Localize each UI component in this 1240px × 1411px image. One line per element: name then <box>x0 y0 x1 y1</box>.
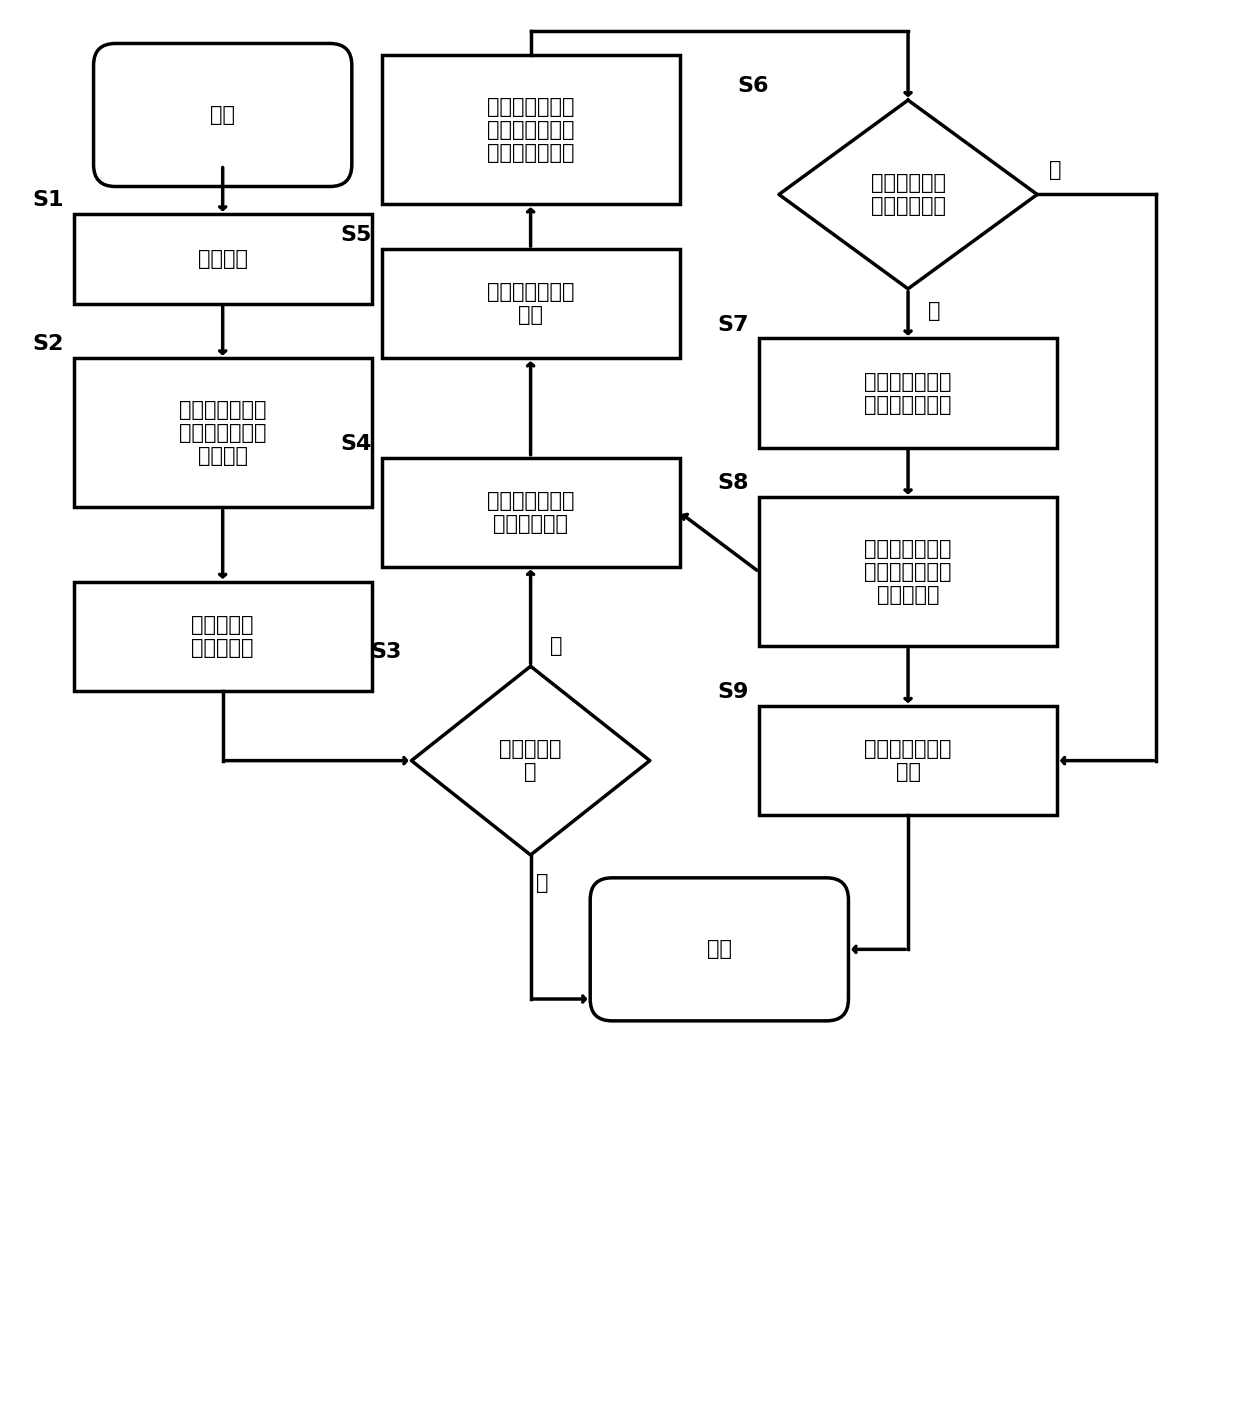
Text: S3: S3 <box>370 642 402 662</box>
Text: 达到平衡条
件: 达到平衡条 件 <box>500 739 562 782</box>
Text: 将线程缓存区的
节点更新到对应
的父节点中: 将线程缓存区的 节点更新到对应 的父节点中 <box>864 539 952 605</box>
FancyBboxPatch shape <box>93 44 352 186</box>
FancyBboxPatch shape <box>382 250 680 358</box>
Text: S6: S6 <box>738 76 769 96</box>
Text: 否: 否 <box>536 873 548 893</box>
FancyBboxPatch shape <box>759 498 1056 646</box>
Text: S7: S7 <box>718 315 749 334</box>
Text: 是: 是 <box>928 301 940 320</box>
Text: S4: S4 <box>340 433 372 454</box>
Text: 接收请求: 接收请求 <box>197 248 248 270</box>
Polygon shape <box>779 100 1037 289</box>
Text: 开始: 开始 <box>211 104 236 126</box>
Text: 结束: 结束 <box>707 940 732 959</box>
Text: S9: S9 <box>718 682 749 703</box>
FancyBboxPatch shape <box>590 878 848 1022</box>
Text: S5: S5 <box>340 226 372 246</box>
FancyBboxPatch shape <box>382 55 680 205</box>
FancyBboxPatch shape <box>382 457 680 567</box>
FancyBboxPatch shape <box>73 358 372 508</box>
Text: 单线程更新剩余
节点: 单线程更新剩余 节点 <box>864 739 952 782</box>
Text: 遍历子树的叶子
节点: 遍历子树的叶子 节点 <box>487 282 574 326</box>
Text: S2: S2 <box>32 334 63 354</box>
FancyBboxPatch shape <box>73 581 372 691</box>
FancyBboxPatch shape <box>73 214 372 303</box>
Text: S1: S1 <box>32 190 63 210</box>
Text: 定位叶子节点并
增加中间节点的
请求数目: 定位叶子节点并 增加中间节点的 请求数目 <box>179 399 267 466</box>
FancyBboxPatch shape <box>759 339 1056 447</box>
Text: 否: 否 <box>1049 159 1061 179</box>
Text: 需增删节点且
未到子树顶层: 需增删节点且 未到子树顶层 <box>870 174 946 216</box>
Text: 按照子树的请求
数目划分子树: 按照子树的请求 数目划分子树 <box>487 491 574 533</box>
FancyBboxPatch shape <box>759 706 1056 816</box>
Polygon shape <box>412 666 650 855</box>
Text: 将需增删的节点
插入线程缓存区: 将需增删的节点 插入线程缓存区 <box>864 371 952 415</box>
Text: 是: 是 <box>551 636 563 656</box>
Text: S8: S8 <box>718 474 749 494</box>
Text: 将请求插入
叶子缓存区: 将请求插入 叶子缓存区 <box>191 615 254 658</box>
Text: 将叶子缓存区中
的请求按键序施
加在叶子节点上: 将叶子缓存区中 的请求按键序施 加在叶子节点上 <box>487 97 574 164</box>
